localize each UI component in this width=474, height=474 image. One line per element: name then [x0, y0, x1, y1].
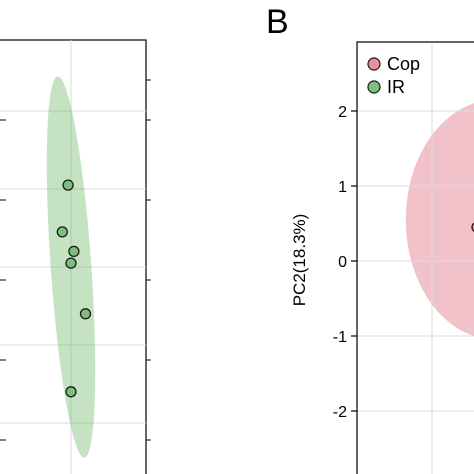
panel-b-y-tick-label: 0 — [338, 254, 347, 271]
panel-b-legend-label: IR — [387, 77, 405, 97]
panel-a-points — [56, 179, 92, 398]
panel-b-y-tick-label: 1 — [338, 179, 347, 196]
panel-b-y-axis-label: PC2(18.3%) — [290, 214, 309, 307]
panel-b-y-ticks: 2 1 0 -1 -2 — [333, 104, 357, 421]
panel-a-data-point — [65, 386, 77, 398]
panel-b-grid — [357, 42, 474, 474]
panel-a — [0, 39, 151, 474]
panel-b-legend-label: Cop — [387, 54, 420, 74]
panel-b-legend: Cop IR — [367, 54, 420, 97]
panel-a-grid — [0, 40, 151, 474]
panel-a-data-point — [56, 226, 68, 238]
panel-a-data-point — [65, 257, 77, 269]
panel-b: 2 1 0 -1 -2 Cop IR PC2(18.3%) — [290, 41, 474, 474]
panel-b-confidence-ellipse — [405, 103, 474, 337]
panel-b-legend-marker — [367, 57, 381, 71]
panel-a-data-point — [62, 179, 74, 191]
panel-a-data-point — [68, 245, 80, 258]
panel-a-data-point — [79, 308, 92, 320]
panel-b-ellipses — [405, 103, 474, 337]
panel-b-y-tick-label: 2 — [338, 104, 347, 121]
panel-b-y-tick-label: -2 — [333, 404, 347, 421]
panel-b-legend-marker — [367, 80, 381, 94]
panel-b-letter: B — [266, 3, 289, 41]
panel-b-y-tick-label: -1 — [333, 329, 347, 346]
panel-b-plot-frame — [356, 41, 474, 474]
panel-a-plot-frame — [0, 39, 147, 474]
